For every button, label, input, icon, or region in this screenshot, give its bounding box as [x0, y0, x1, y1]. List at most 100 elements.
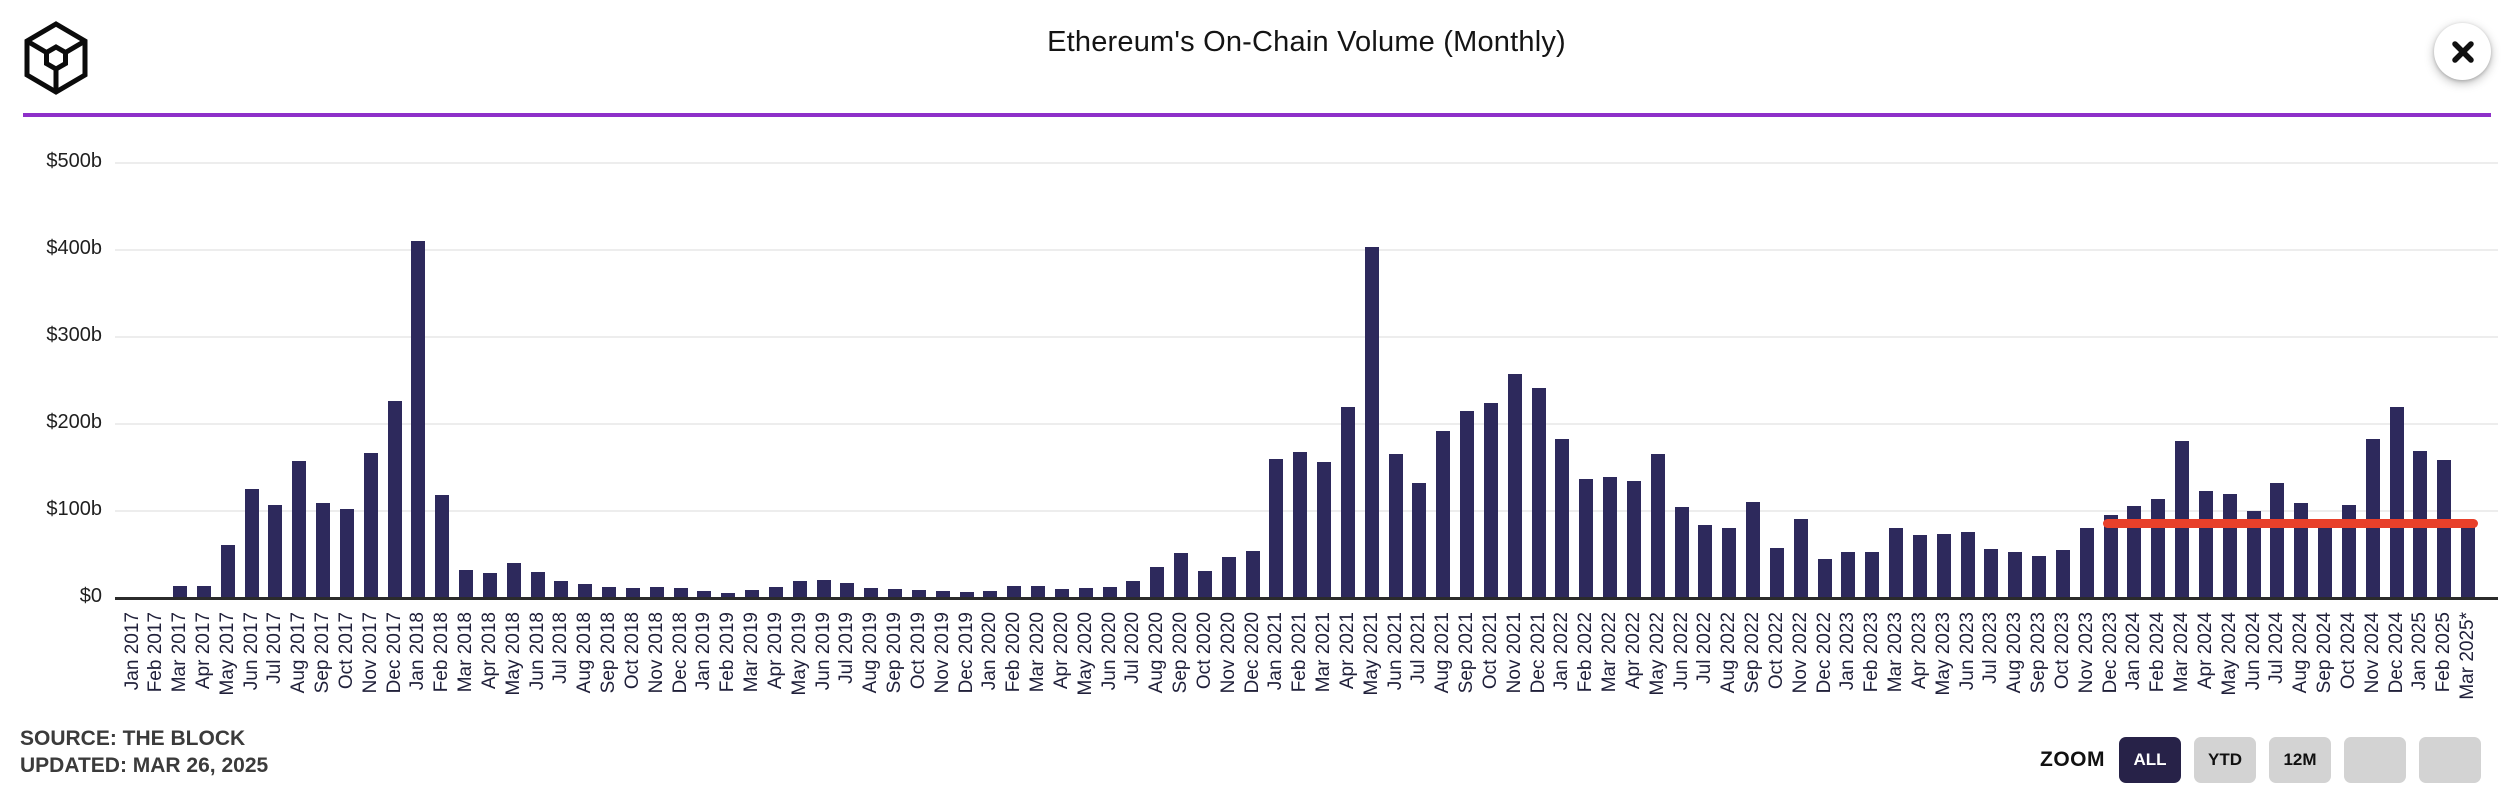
x-axis-label: Jul 2024 [2266, 612, 2288, 684]
bar [1769, 548, 1784, 598]
bar [2389, 406, 2404, 598]
bar [1531, 388, 1546, 598]
bar [578, 584, 593, 598]
x-axis-label: Sep 2017 [312, 612, 334, 694]
bar [1841, 551, 1856, 598]
zoom-button-all[interactable]: ALL [2119, 737, 2181, 783]
bar [1245, 551, 1260, 598]
bar [2055, 550, 2070, 598]
x-axis-label: Jun 2017 [240, 612, 262, 691]
bar [911, 590, 926, 598]
bar [1650, 454, 1665, 598]
y-axis-tick-label: $0 [79, 585, 102, 607]
bar [983, 591, 998, 598]
bar [1912, 535, 1927, 598]
x-axis-label: Dec 2023 [2099, 612, 2121, 694]
x-axis-label: Nov 2022 [1789, 612, 1811, 694]
bar [1674, 506, 1689, 598]
x-axis-label: Dec 2019 [955, 612, 977, 694]
bar [2103, 515, 2118, 598]
x-axis-label: Sep 2020 [1170, 612, 1192, 694]
header-accent-line [23, 113, 2491, 117]
bar [268, 504, 283, 598]
x-axis-label: Feb 2018 [431, 612, 453, 693]
x-axis-label: Jun 2021 [1384, 612, 1406, 691]
bar [2461, 524, 2476, 598]
bar [435, 495, 450, 598]
x-axis-label: Mar 2021 [1313, 612, 1335, 693]
bar [196, 585, 211, 598]
x-axis-label: Feb 2021 [1289, 612, 1311, 693]
bar [1579, 478, 1594, 598]
bar [1436, 430, 1451, 598]
x-axis-label: Jan 2018 [407, 612, 429, 691]
bar [1221, 557, 1236, 598]
x-axis-label: Jul 2018 [550, 612, 572, 684]
bar [339, 509, 354, 598]
x-axis-label: Jun 2020 [1098, 612, 1120, 691]
x-axis-label: Jan 2017 [121, 612, 143, 691]
zoom-button-blank-3[interactable] [2344, 737, 2406, 783]
x-axis-label: Oct 2017 [335, 612, 357, 690]
x-axis-label: Oct 2019 [907, 612, 929, 690]
bar [530, 571, 545, 598]
bar [1174, 552, 1189, 598]
x-axis-label: Nov 2023 [2075, 612, 2097, 694]
bar [1936, 533, 1951, 598]
bar [1388, 454, 1403, 598]
x-axis-label: Mar 2018 [455, 612, 477, 693]
x-axis-label: May 2021 [1360, 612, 1382, 696]
bar [2151, 498, 2166, 598]
x-axis-label: Mar 2017 [169, 612, 191, 693]
bar [2032, 556, 2047, 598]
x-axis-label: Jan 2020 [979, 612, 1001, 691]
zoom-button-12m[interactable]: 12M [2269, 737, 2331, 783]
x-axis-label: Dec 2024 [2385, 612, 2407, 694]
x-axis-label: Aug 2022 [1718, 612, 1740, 694]
bar [1102, 586, 1117, 598]
x-axis-label: Apr 2023 [1908, 612, 1930, 690]
y-axis-tick-label: $100b [46, 498, 102, 520]
bar [2198, 490, 2213, 598]
x-axis-label: Jul 2023 [1980, 612, 2002, 684]
x-axis-label: Jun 2019 [812, 612, 834, 691]
bar [2079, 528, 2094, 598]
bar [1507, 373, 1522, 598]
zoom-button-blank-4[interactable] [2419, 737, 2481, 783]
x-axis-label: Oct 2023 [2051, 612, 2073, 690]
x-axis-label: Oct 2022 [1765, 612, 1787, 690]
x-axis-label: Mar 2025* [2457, 612, 2479, 700]
chart-title: Ethereum's On-Chain Volume (Monthly) [1047, 26, 1566, 58]
x-axis-label: Oct 2024 [2337, 612, 2359, 690]
bar [2008, 551, 2023, 598]
zoom-controls: ZOOM ALL YTD 12M [2040, 737, 2481, 783]
x-axis-label: Oct 2021 [1479, 612, 1501, 690]
bar [1722, 528, 1737, 598]
x-axis-label: May 2024 [2218, 612, 2240, 696]
bar [2318, 528, 2333, 598]
bar [244, 489, 259, 598]
x-axis-label: Mar 2024 [2171, 612, 2193, 693]
bar [2341, 504, 2356, 598]
zoom-label: ZOOM [2040, 748, 2105, 771]
bar [482, 572, 497, 598]
gridline [115, 423, 2498, 425]
x-axis-label: Nov 2017 [359, 612, 381, 694]
x-axis-label: May 2018 [502, 612, 524, 696]
bar [1293, 451, 1308, 598]
bar [1150, 566, 1165, 598]
x-axis-label: Apr 2024 [2194, 612, 2216, 690]
x-axis-label: May 2017 [216, 612, 238, 696]
bar [1126, 581, 1141, 598]
y-axis-tick-label: $200b [46, 411, 102, 433]
x-axis-label: Sep 2018 [598, 612, 620, 694]
x-axis-label: Aug 2017 [288, 612, 310, 694]
zoom-button-ytd[interactable]: YTD [2194, 737, 2256, 783]
x-axis-label: Feb 2017 [145, 612, 167, 693]
bar [506, 563, 521, 598]
source-block: SOURCE: THE BLOCK UPDATED: MAR 26, 2025 [20, 725, 268, 779]
close-button[interactable] [2434, 23, 2491, 80]
bar [2270, 483, 2285, 598]
x-axis-label: Feb 2023 [1861, 612, 1883, 693]
x-axis-label: Oct 2018 [621, 612, 643, 690]
